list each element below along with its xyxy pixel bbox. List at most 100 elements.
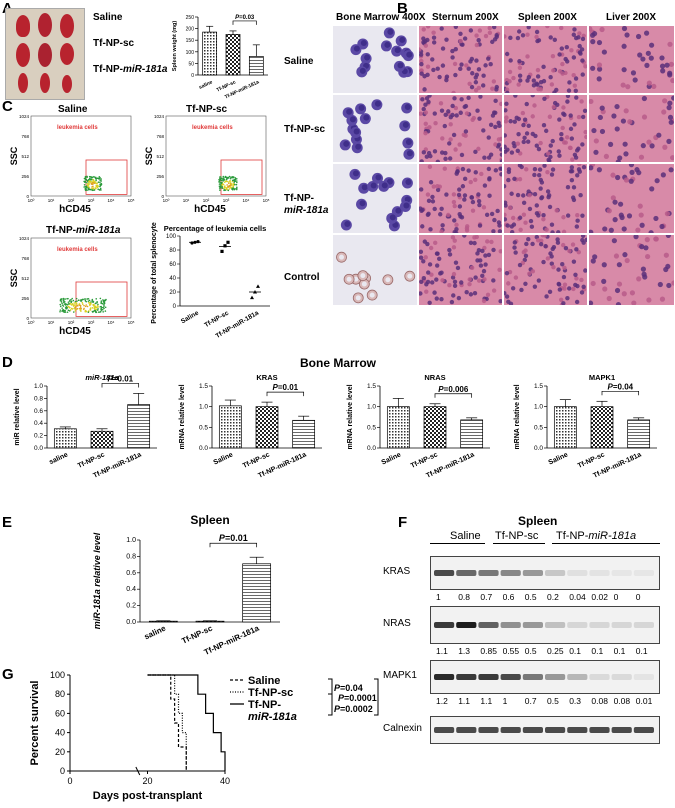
nucleus xyxy=(569,136,575,141)
nucleus xyxy=(671,95,674,101)
nucleus xyxy=(547,158,552,162)
nucleus xyxy=(452,279,458,284)
nucleus xyxy=(419,68,424,73)
nucleus xyxy=(427,125,432,130)
event-dot xyxy=(79,306,82,308)
band-quant: 0.85 xyxy=(480,646,497,656)
nucleus xyxy=(557,52,562,57)
event-dot xyxy=(105,298,107,301)
nucleus xyxy=(596,76,602,82)
x-tick-label: 10⁵ xyxy=(128,198,135,203)
event-dot xyxy=(76,308,78,311)
event-dot xyxy=(230,176,232,179)
nucleus xyxy=(573,272,578,277)
event-dot xyxy=(97,306,99,308)
nucleus xyxy=(384,41,391,48)
flow-title-tfnp181a: Tf-NP-miR-181a xyxy=(46,225,120,236)
nucleus xyxy=(504,51,510,57)
nucleus xyxy=(570,242,576,247)
nucleus xyxy=(602,286,608,292)
nucleus xyxy=(435,159,441,162)
nucleus xyxy=(507,205,513,211)
nucleus xyxy=(468,179,473,185)
nucleus xyxy=(419,206,423,211)
nucleus xyxy=(440,136,445,141)
nucleus xyxy=(425,52,430,57)
y-tick-label: 0.5 xyxy=(367,424,376,431)
histology-texture xyxy=(419,235,502,305)
event-dot xyxy=(227,189,230,192)
nucleus xyxy=(590,39,596,45)
nucleus xyxy=(618,212,624,218)
nucleus xyxy=(487,193,492,198)
blot-image xyxy=(430,556,660,590)
nucleus xyxy=(519,287,524,293)
y-tick-label: 1.5 xyxy=(367,383,376,390)
category-label: Saline xyxy=(381,451,403,466)
nucleus xyxy=(565,185,571,190)
nucleus xyxy=(446,109,451,114)
category-label: Tf-NP-sc xyxy=(242,451,271,470)
bar xyxy=(148,620,178,623)
event-dot xyxy=(224,181,226,183)
bar xyxy=(202,31,218,76)
nucleus xyxy=(597,114,603,121)
nucleus xyxy=(640,266,646,272)
event-dot xyxy=(97,188,99,191)
nucleus xyxy=(547,114,553,119)
nucleus xyxy=(546,193,552,198)
event-dot xyxy=(94,302,97,305)
nucleus xyxy=(504,294,510,299)
nucleus xyxy=(426,99,431,105)
nucleus xyxy=(481,73,486,78)
nucleus xyxy=(639,244,645,250)
nucleus xyxy=(476,192,481,197)
event-dot xyxy=(93,305,96,307)
nucleus xyxy=(439,206,444,211)
y-tick-label: 0.2 xyxy=(126,603,136,610)
nucleus xyxy=(666,105,672,111)
panel-label-b: B xyxy=(397,0,408,17)
y-tick-label: 512 xyxy=(156,154,164,159)
nucleus xyxy=(419,58,424,64)
x-tick-label: 10² xyxy=(68,198,75,203)
blot-image xyxy=(430,606,660,644)
y-tick-label: 0.0 xyxy=(126,619,136,626)
nucleus xyxy=(505,223,510,228)
nucleus xyxy=(525,54,530,59)
nucleus xyxy=(576,167,582,172)
nucleus xyxy=(464,290,469,295)
nucleus xyxy=(477,28,483,33)
y-tick-label: 20 xyxy=(169,290,176,296)
nucleus xyxy=(551,104,556,110)
nucleus xyxy=(432,149,438,154)
cell-center xyxy=(355,295,361,301)
event-dot xyxy=(63,309,66,312)
nucleus xyxy=(620,118,627,124)
nucleus xyxy=(613,253,620,259)
nucleus xyxy=(358,104,365,111)
nucleus xyxy=(536,213,541,218)
nucleus xyxy=(448,122,453,127)
nucleus xyxy=(614,103,620,110)
event-dot xyxy=(102,306,104,309)
event-dot xyxy=(233,182,235,185)
chart-title: miR-181a xyxy=(85,373,118,382)
nucleus xyxy=(580,58,585,63)
band xyxy=(589,674,610,680)
x-tick-label: 20 xyxy=(142,776,152,786)
nucleus xyxy=(535,67,541,73)
category-label: Tf-NP-sc xyxy=(577,451,606,470)
nucleus xyxy=(579,99,584,104)
nucleus xyxy=(629,290,636,296)
band-quant: 1.1 xyxy=(480,696,493,706)
nucleus xyxy=(370,182,377,189)
nucleus xyxy=(664,62,670,68)
nucleus xyxy=(538,140,543,146)
nucleus xyxy=(623,151,629,157)
nucleus xyxy=(661,109,667,115)
event-dot xyxy=(229,186,232,188)
nucleus xyxy=(469,265,475,270)
nucleus xyxy=(559,26,564,31)
